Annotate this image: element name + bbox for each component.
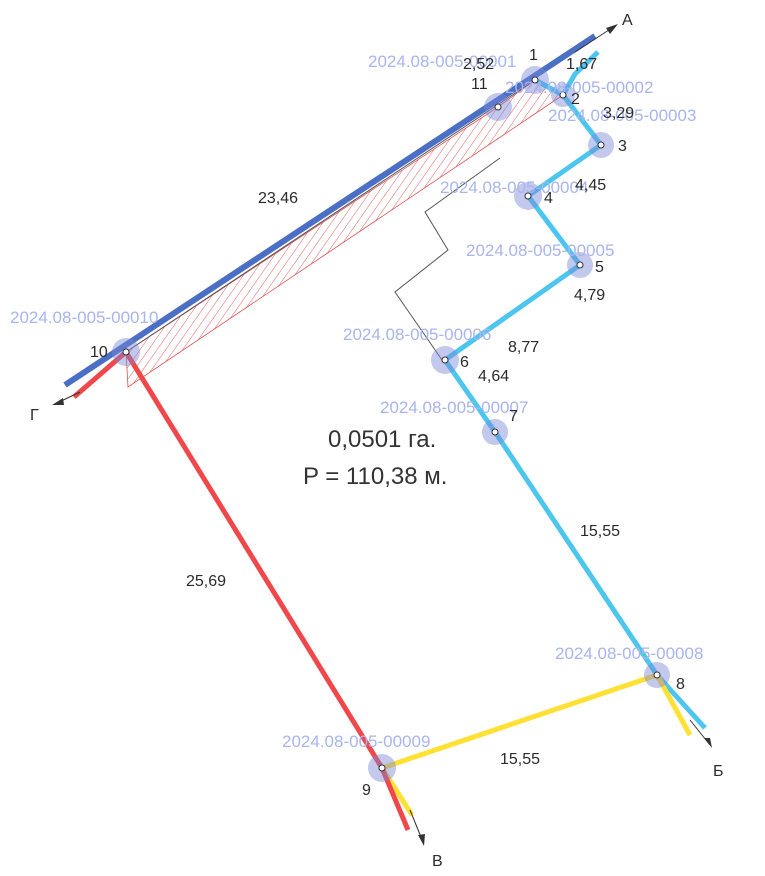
dimension-11-1: 2,52 [463, 56, 494, 73]
point-number-9: 9 [362, 782, 371, 799]
building-outline [394, 157, 501, 361]
point-code-7: 2024.08-005-00007 [380, 398, 528, 417]
point-number-4: 4 [544, 190, 553, 207]
point-number-2: 2 [571, 91, 580, 108]
perimeter-text: P = 110,38 м. [303, 463, 447, 490]
dimension-1-2: 1,67 [566, 56, 597, 73]
west-boundary-line [72, 348, 411, 831]
point-code-4: 2024.08-005-00004 [440, 178, 588, 197]
dimension-7-8: 15,55 [580, 523, 620, 540]
point-number-8: 8 [676, 676, 685, 693]
dimension-10-11: 23,46 [258, 190, 298, 207]
point-dots [122, 76, 661, 772]
direction-a: А [622, 12, 633, 29]
point-code-9: 2024.08-005-00009 [282, 732, 430, 751]
direction-b: Б [713, 763, 724, 780]
point-code-8: 2024.08-005-00008 [555, 644, 703, 663]
dimension-9-10: 25,69 [186, 573, 226, 590]
dimension-5-6: 8,77 [508, 339, 539, 356]
point-number-6: 6 [460, 354, 469, 371]
point-number-3: 3 [618, 138, 627, 155]
dimension-8-9: 15,55 [500, 751, 540, 768]
dimension-3-4: 4,45 [575, 177, 606, 194]
arrow-g-head [52, 398, 64, 405]
point-number-11: 11 [471, 76, 488, 93]
dimension-6-7: 4,64 [478, 368, 509, 385]
point-code-1: 2024.08-005-00001 [368, 52, 516, 71]
point-number-1: 1 [529, 47, 538, 64]
direction-v: В [432, 853, 443, 870]
point-code-2: 2024.08-005-00002 [505, 78, 653, 97]
point-number-7: 7 [509, 408, 518, 425]
arrow-v-head [418, 834, 425, 846]
point-number-5: 5 [595, 259, 604, 276]
point-code-3: 2024.08-005-00003 [548, 106, 696, 125]
dimension-4-5: 4,79 [574, 287, 605, 304]
dimension-2-3: 3,29 [603, 105, 634, 122]
east-boundary-top [560, 50, 600, 97]
point-code-10: 2024.08-005-00010 [10, 308, 158, 327]
direction-g: Г [30, 407, 39, 424]
point-code-5: 2024.08-005-00005 [466, 241, 614, 260]
north-boundary-line [63, 33, 597, 388]
point-number-10: 10 [90, 344, 108, 361]
south-boundary-line [378, 671, 693, 817]
area-text: 0,0501 га. [328, 426, 436, 453]
arrow-a-head [606, 24, 618, 34]
arrow-b-head [704, 738, 712, 748]
point-code-6: 2024.08-005-00006 [343, 325, 491, 344]
